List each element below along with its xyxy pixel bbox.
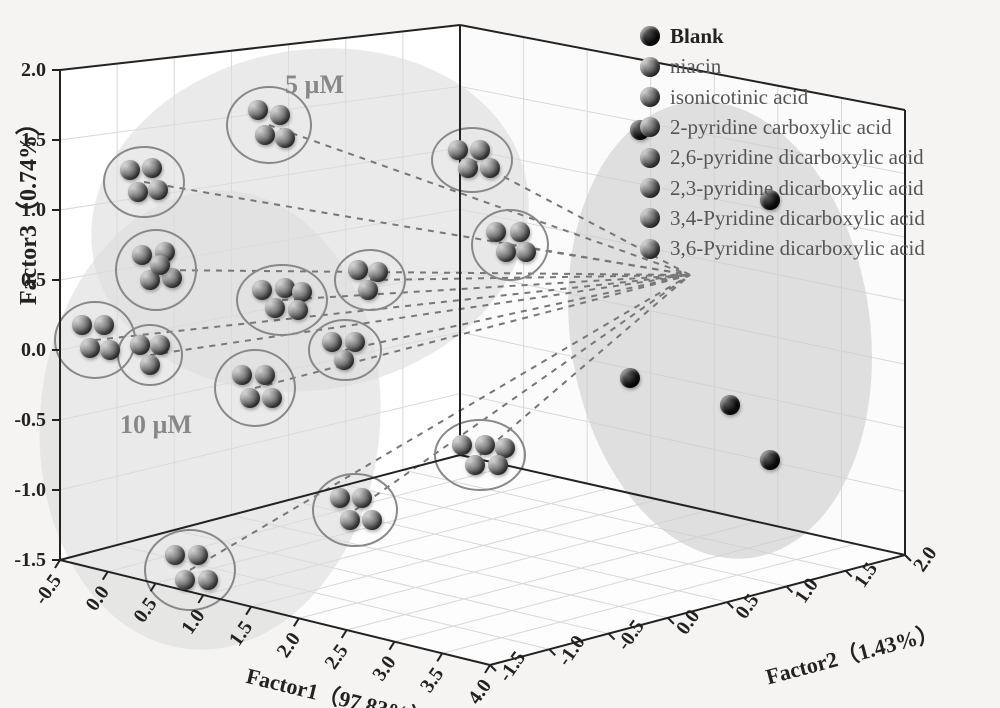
legend-item: 2,6-pyridine dicarboxylic acid <box>640 143 925 171</box>
data-point <box>458 158 478 178</box>
data-point <box>120 160 140 180</box>
svg-text:-0.5: -0.5 <box>14 409 46 431</box>
legend-marker <box>640 178 660 198</box>
data-point <box>488 455 508 475</box>
data-point <box>496 242 516 262</box>
svg-text:-1.0: -1.0 <box>14 479 46 501</box>
legend-label: 3,4-Pyridine dicarboxylic acid <box>670 204 925 232</box>
data-point <box>475 435 495 455</box>
legend-item: 2,3-pyridine dicarboxylic acid <box>640 174 925 202</box>
data-point <box>448 140 468 160</box>
data-point <box>72 315 92 335</box>
legend-marker <box>640 239 660 259</box>
legend-marker-blank <box>640 26 660 46</box>
svg-text:2.0: 2.0 <box>909 543 941 576</box>
data-point <box>275 128 295 148</box>
legend-label: 3,6-Pyridine dicarboxylic acid <box>670 234 925 262</box>
data-point <box>760 450 780 470</box>
data-point <box>486 222 506 242</box>
axis-z-label: Factor3（0.74%） <box>8 111 43 305</box>
data-point <box>330 488 350 508</box>
data-point <box>480 158 500 178</box>
data-point <box>142 158 162 178</box>
data-point <box>150 255 170 275</box>
data-point <box>510 222 530 242</box>
data-point <box>252 280 272 300</box>
pca-3d-scatter: -1.5-1.0-0.50.00.51.01.52.0-0.50.00.51.0… <box>0 0 1000 708</box>
svg-text:3.0: 3.0 <box>368 652 400 685</box>
legend: Blank niacin isonicotinic acid 2-pyridin… <box>640 22 925 265</box>
legend-item: 3,4-Pyridine dicarboxylic acid <box>640 204 925 232</box>
legend-item: niacin <box>640 52 925 80</box>
svg-text:3.5: 3.5 <box>416 664 448 697</box>
annotation-5um: 5 µM <box>285 70 344 100</box>
data-point <box>345 332 365 352</box>
legend-label: isonicotinic acid <box>670 83 808 111</box>
svg-text:-0.5: -0.5 <box>30 570 66 609</box>
data-point <box>620 368 640 388</box>
data-point <box>368 262 388 282</box>
data-point <box>334 350 354 370</box>
data-point <box>150 335 170 355</box>
legend-marker <box>640 148 660 168</box>
data-point <box>240 388 260 408</box>
data-point <box>340 510 360 530</box>
data-point <box>255 125 275 145</box>
data-point <box>452 435 472 455</box>
data-point <box>148 180 168 200</box>
legend-label: 2-pyridine carboxylic acid <box>670 113 892 141</box>
data-point <box>265 298 285 318</box>
data-point <box>348 260 368 280</box>
legend-item: 3,6-Pyridine dicarboxylic acid <box>640 234 925 262</box>
data-point <box>198 570 218 590</box>
legend-label: 2,3-pyridine dicarboxylic acid <box>670 174 924 202</box>
data-point <box>175 570 195 590</box>
data-point <box>288 300 308 320</box>
legend-item: 2-pyridine carboxylic acid <box>640 113 925 141</box>
data-point <box>132 245 152 265</box>
svg-text:4.0: 4.0 <box>464 675 496 708</box>
data-point <box>358 280 378 300</box>
data-point <box>130 335 150 355</box>
svg-text:-1.5: -1.5 <box>14 549 46 571</box>
data-point <box>128 182 148 202</box>
legend-marker <box>640 117 660 137</box>
data-point <box>255 365 275 385</box>
svg-text:2.0: 2.0 <box>273 629 305 662</box>
legend-label: Blank <box>670 22 724 50</box>
data-point <box>322 332 342 352</box>
data-point <box>80 338 100 358</box>
data-point <box>362 510 382 530</box>
data-point <box>352 488 372 508</box>
legend-marker <box>640 57 660 77</box>
data-point <box>165 545 185 565</box>
legend-label: niacin <box>670 52 721 80</box>
data-point <box>232 365 252 385</box>
data-point <box>248 100 268 120</box>
legend-label: 2,6-pyridine dicarboxylic acid <box>670 143 924 171</box>
svg-text:Factor2（1.43%）: Factor2（1.43%） <box>763 620 941 690</box>
data-point <box>516 242 536 262</box>
data-point <box>465 455 485 475</box>
svg-text:0.0: 0.0 <box>21 339 46 361</box>
data-point <box>188 545 208 565</box>
legend-marker <box>640 87 660 107</box>
data-point <box>100 340 120 360</box>
legend-marker <box>640 208 660 228</box>
data-point <box>720 395 740 415</box>
data-point <box>140 355 160 375</box>
svg-text:2.0: 2.0 <box>21 59 46 81</box>
legend-item: isonicotinic acid <box>640 83 925 111</box>
data-point <box>270 105 290 125</box>
data-point <box>470 140 490 160</box>
data-point <box>262 388 282 408</box>
annotation-10um: 10 µM <box>120 410 192 440</box>
legend-item-blank: Blank <box>640 22 925 50</box>
svg-text:2.5: 2.5 <box>320 640 352 673</box>
data-point <box>292 282 312 302</box>
data-point <box>94 315 114 335</box>
